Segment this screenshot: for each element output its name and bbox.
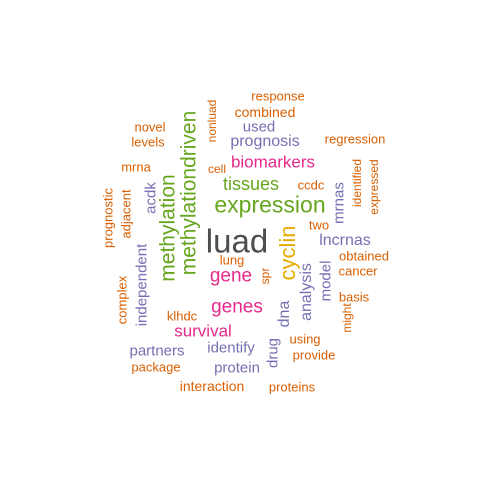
word-genes: genes <box>211 296 263 318</box>
word-basis: basis <box>338 289 370 305</box>
word-complex: complex <box>114 275 130 325</box>
word-adjacent: adjacent <box>118 189 134 239</box>
word-lncrnas: lncrnas <box>319 232 371 249</box>
word-klhdc: klhdc <box>166 308 198 324</box>
word-cell: cell <box>207 162 227 176</box>
word-regression: regression <box>324 131 386 147</box>
word-levels: levels <box>131 134 165 150</box>
word-using: using <box>289 331 321 347</box>
word-cyclin: cyclin <box>275 225 300 281</box>
word-obtained: obtained <box>339 248 389 264</box>
word-biomarkers: biomarkers <box>230 152 316 172</box>
word-model: model <box>317 260 335 302</box>
word-prognostic: prognostic <box>100 188 116 248</box>
word-gene: gene <box>209 265 253 287</box>
word-used: used <box>242 118 276 136</box>
word-interaction: interaction <box>179 378 245 394</box>
word-response: response <box>251 88 305 104</box>
word-provide: provide <box>292 347 336 363</box>
word-package: package <box>131 359 181 375</box>
word-protein: protein <box>214 359 260 377</box>
word-luad: luad <box>205 222 269 260</box>
word-expressed: expressed <box>367 159 381 215</box>
word-proteins: proteins <box>268 379 316 395</box>
word-novel: novel <box>134 119 166 135</box>
word-independent: independent <box>133 243 151 327</box>
word-acdk: acdk <box>142 182 160 214</box>
word-dna: dna <box>276 300 293 328</box>
word-analysis: analysis <box>298 263 315 321</box>
word-expression: expression <box>214 191 326 218</box>
word-tissues: tissues <box>222 174 280 194</box>
word-identified: identified <box>350 158 364 208</box>
word-methylationdriven: methylationdriven <box>177 110 201 276</box>
word-survival: survival <box>174 321 232 341</box>
word-cancer: cancer <box>338 263 378 279</box>
word-prognosis: prognosis <box>230 133 300 150</box>
word-spr: spr <box>258 267 272 285</box>
word-partners: partners <box>129 342 185 360</box>
word-mrna: mrna <box>121 159 151 175</box>
word-might: might <box>340 303 354 333</box>
word-mrnas: mrnas <box>330 182 348 224</box>
word-ccdc: ccdc <box>297 177 325 193</box>
word-drug: drug <box>264 337 282 369</box>
word-nonluad: nonluad <box>205 99 219 143</box>
word-two: two <box>308 217 330 233</box>
word-combined: combined <box>234 104 296 120</box>
word-identify: identify <box>207 339 255 357</box>
word-lung: lung <box>219 252 245 268</box>
word-methylation: methylation <box>156 174 180 282</box>
